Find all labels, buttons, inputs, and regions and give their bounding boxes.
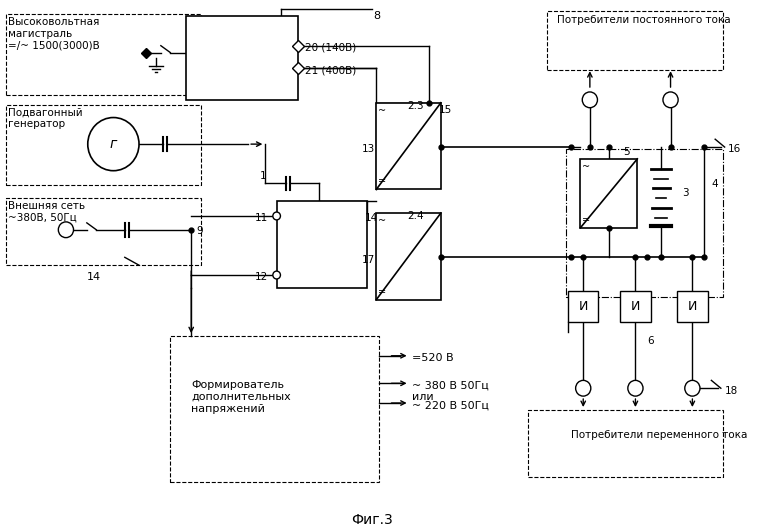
Text: ~ 220 В 50Гц: ~ 220 В 50Гц xyxy=(413,400,489,410)
Text: 16: 16 xyxy=(728,144,741,154)
Circle shape xyxy=(685,380,700,396)
Text: ~: ~ xyxy=(378,216,386,226)
Circle shape xyxy=(628,380,643,396)
Text: =: = xyxy=(378,287,386,297)
Text: 3: 3 xyxy=(682,189,689,199)
Bar xyxy=(170,336,379,482)
Bar xyxy=(277,201,367,288)
Bar xyxy=(6,14,200,95)
Text: 14: 14 xyxy=(87,272,101,282)
Text: Внешняя сеть
~380В, 50Гц: Внешняя сеть ~380В, 50Гц xyxy=(8,201,85,223)
Text: Подвагонный
генератор: Подвагонный генератор xyxy=(8,108,83,130)
Bar xyxy=(376,213,441,299)
Bar xyxy=(568,291,598,322)
Text: Фиг.3: Фиг.3 xyxy=(351,513,392,527)
Circle shape xyxy=(576,380,590,396)
Circle shape xyxy=(273,271,281,279)
Bar xyxy=(566,149,723,297)
Circle shape xyxy=(273,212,281,220)
Text: =520 В: =520 В xyxy=(413,353,454,363)
Bar xyxy=(547,11,723,70)
Text: Высоковольтная
магистраль
=/~ 1500(3000)В: Высоковольтная магистраль =/~ 1500(3000)… xyxy=(8,17,100,50)
Text: 1: 1 xyxy=(260,170,266,181)
Text: И: И xyxy=(688,300,697,313)
Text: Потребители переменного тока: Потребители переменного тока xyxy=(571,430,747,440)
Text: 18: 18 xyxy=(725,386,738,396)
Text: Потребители постоянного тока: Потребители постоянного тока xyxy=(557,15,730,25)
Text: 2.3: 2.3 xyxy=(408,101,424,111)
Text: 4: 4 xyxy=(711,178,718,189)
Bar xyxy=(528,410,723,477)
Text: 12: 12 xyxy=(255,272,268,282)
Bar xyxy=(580,159,637,228)
Bar xyxy=(620,291,651,322)
Text: или: или xyxy=(413,392,434,402)
Text: 6: 6 xyxy=(647,336,654,346)
Text: г: г xyxy=(110,137,117,151)
Text: 13: 13 xyxy=(362,144,375,154)
Text: 2.4: 2.4 xyxy=(408,211,424,221)
Text: =: = xyxy=(378,176,386,186)
Text: 5: 5 xyxy=(623,147,629,157)
Text: 11: 11 xyxy=(255,213,268,223)
Bar xyxy=(376,103,441,190)
Text: И: И xyxy=(579,300,588,313)
Text: Формирователь
дополнительных
напряжений: Формирователь дополнительных напряжений xyxy=(191,380,291,414)
Circle shape xyxy=(663,92,678,108)
Bar xyxy=(186,16,299,100)
Text: 9: 9 xyxy=(196,226,203,236)
Text: ~: ~ xyxy=(583,162,590,172)
Text: =: = xyxy=(583,215,590,225)
Text: 15: 15 xyxy=(439,105,452,115)
Bar xyxy=(6,198,200,265)
Text: 14: 14 xyxy=(365,213,378,223)
Circle shape xyxy=(583,92,597,108)
Circle shape xyxy=(58,222,73,238)
Text: 17: 17 xyxy=(362,255,375,266)
Text: 20 (140В): 20 (140В) xyxy=(305,42,356,53)
Text: ~: ~ xyxy=(378,106,386,116)
Text: И: И xyxy=(631,300,640,313)
Bar xyxy=(677,291,707,322)
Circle shape xyxy=(88,117,139,170)
Text: 21 (400В): 21 (400В) xyxy=(305,65,356,75)
Text: 8: 8 xyxy=(374,11,381,21)
Bar xyxy=(6,105,200,185)
Text: ~ 380 В 50Гц: ~ 380 В 50Гц xyxy=(413,380,489,390)
